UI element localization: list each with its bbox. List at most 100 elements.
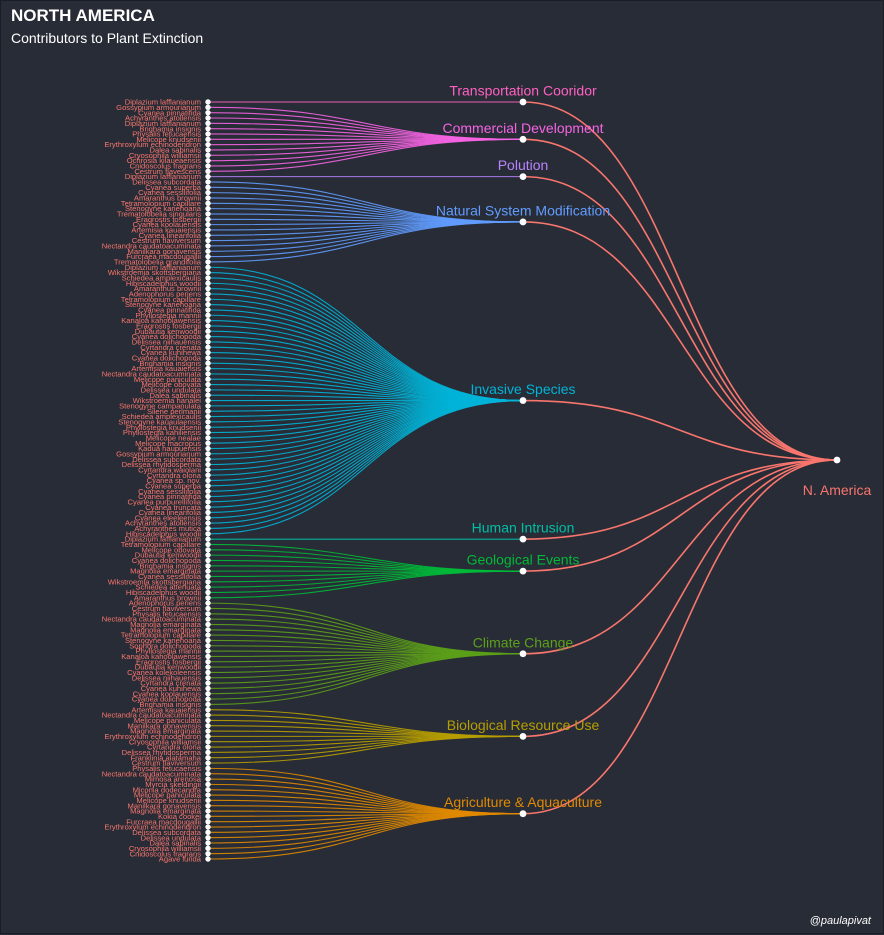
leaf-label: Cyanea koolauensis (133, 689, 202, 698)
leaf-node (205, 275, 211, 281)
leaf-label: Miconia dodecandra (133, 785, 202, 794)
leaf-node (205, 616, 211, 622)
leaf-label: Adenophorus periens (129, 599, 201, 608)
leaf-node (205, 493, 211, 500)
leaf-label: Melicope nealae (146, 433, 201, 442)
leaf-node (205, 301, 211, 308)
leaf-label: Eragrostis fosbergii (136, 322, 201, 331)
root-link (522, 101, 838, 461)
root-link (522, 459, 838, 540)
leaf-node (205, 227, 211, 233)
leaf-node (205, 131, 211, 137)
leaf-node (205, 611, 211, 617)
leaf-label: Wikstroemia skottsbergiana (108, 268, 202, 277)
leaf-label: Cyanea truncata (145, 503, 201, 512)
leaf-node (205, 291, 211, 297)
leaf-label: Mimosa arenosa (145, 775, 202, 784)
leaf-node (205, 733, 211, 740)
leaf-label: Melicope paniculata (134, 791, 202, 800)
leaf-node (205, 584, 211, 590)
leaf-node (205, 259, 211, 265)
leaf-node (205, 99, 211, 105)
leaf-label: Erythroxylum echinodendron (104, 823, 201, 832)
leaf-node (205, 141, 211, 148)
leaf-node (205, 104, 211, 111)
leaf-node (205, 696, 211, 702)
leaf-node (205, 483, 211, 489)
leaf-node (205, 589, 211, 596)
leaf-node (205, 504, 211, 510)
leaf-label: Dubautia kenwoodii (135, 551, 202, 560)
leaf-node (205, 808, 211, 814)
root-link (522, 459, 838, 815)
leaf-label: Delissea undulata (141, 385, 202, 394)
leaf-links (207, 101, 524, 860)
leaf-node (205, 621, 211, 628)
threat-node (519, 135, 527, 143)
leaf-label: Amaranthus brownii (134, 284, 201, 293)
leaf-label: Dubautia kenwoodii (135, 327, 202, 336)
leaf-node (205, 296, 211, 302)
leaf-node (205, 285, 211, 292)
leaf-node (205, 179, 211, 185)
root-link (522, 399, 838, 461)
leaf-label: Dalea sabinalis (150, 839, 202, 848)
leaf-node (205, 760, 211, 766)
leaf-label: Diplazium lafflanianum (125, 263, 201, 272)
leaf-label: Cyanea superba (145, 481, 202, 490)
leaf-node (205, 456, 211, 462)
leaf-label: Physalis fetucaensis (132, 609, 201, 618)
leaf-node (205, 834, 211, 841)
leaf-label: Magnolia emarginata (130, 620, 202, 629)
leaf-node (205, 595, 211, 601)
leaf-node (205, 349, 211, 356)
leaf-label: Franklinia alatamaha (131, 753, 202, 762)
threat-node (519, 567, 527, 575)
root-link (522, 459, 838, 572)
leaf-label: Cyanea linearifolia (139, 508, 202, 517)
leaf-label: Melicope knudsenii (136, 796, 201, 805)
leaf-node (205, 477, 211, 484)
leaf-node (205, 211, 211, 217)
leaf-label: Artemisia kauaiensis (131, 364, 201, 373)
leaf-node (205, 461, 211, 468)
leaf-label: Manilkara gonavensis (128, 801, 202, 810)
leaf-node (205, 136, 211, 143)
leaf-node (205, 712, 211, 718)
leaf-label: Cryosophila williamsii (129, 737, 201, 746)
leaf-label: Cyanea pinnatifida (138, 492, 202, 501)
leaf-label: Melicope obovata (141, 545, 201, 554)
threat-label: Natural System Modification (436, 202, 610, 218)
leaf-node (205, 243, 211, 249)
root-link (522, 221, 838, 461)
leaf-label: Hibiscadelphus woodii (126, 588, 201, 597)
leaf-node (205, 157, 211, 164)
leaf-node (205, 547, 211, 553)
leaf-node (205, 419, 211, 425)
leaf-node (205, 408, 211, 414)
leaf-node (205, 248, 211, 254)
leaf-label: Diplazium lafflanianum (125, 535, 201, 544)
leaf-label: Brighamia insignis (139, 124, 201, 133)
leaf-label: Achyranthes atollensis (125, 519, 201, 528)
leaf-node (205, 573, 211, 580)
leaf-node (205, 728, 211, 734)
leaf-node (205, 115, 211, 121)
leaf-link (207, 138, 524, 172)
leaf-label: Cnidoscolus fragrans (130, 849, 202, 858)
leaf-label: Diplazium lafflanianum (125, 98, 201, 107)
leaf-label: Adenophorus periens (129, 290, 201, 299)
leaf-label: Delissea subcordata (132, 178, 202, 187)
leaf-node (205, 643, 211, 649)
leaf-label: Schiedea amplexicaulis (122, 274, 202, 283)
leaf-label: Kanaloa kahoolawensis (121, 652, 201, 661)
leaf-link (207, 653, 524, 695)
root-links (522, 101, 838, 815)
leaf-node (205, 525, 211, 532)
leaf-label: Furcraea macdougallii (126, 252, 201, 261)
leaf-label: Cyanea dolichopoda (132, 332, 202, 341)
leaf-label: Manilkara gonavensis (128, 721, 202, 730)
leaf-label: Amaranthus brownii (134, 593, 201, 602)
leaf-node (205, 818, 211, 825)
